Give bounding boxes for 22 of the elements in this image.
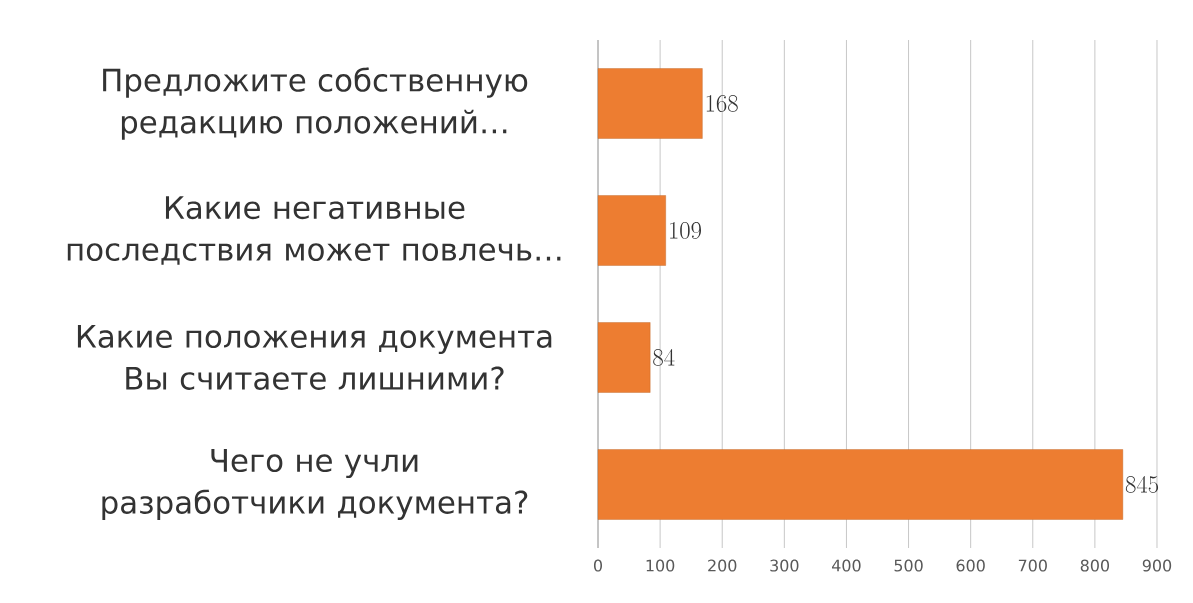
x-tick-label: 400 — [832, 559, 861, 572]
y-tick-label: Предложите собственную редакцию положений… — [103, 67, 528, 140]
data-label: 84 — [653, 348, 675, 366]
x-tick-label: 100 — [646, 559, 675, 572]
x-tick-label: 0 — [593, 559, 603, 572]
x-tick-label: 600 — [956, 559, 985, 572]
bar — [597, 68, 703, 139]
data-label: 845 — [1125, 475, 1159, 493]
x-tick-label: 900 — [1142, 559, 1172, 572]
x-tick-label: 500 — [894, 559, 923, 572]
data-label: 168 — [706, 95, 738, 112]
x-tick-label: 300 — [770, 559, 799, 572]
x-tick-label: 200 — [708, 559, 737, 572]
x-tick-label: 700 — [1018, 559, 1047, 572]
bar — [597, 195, 666, 266]
bar — [597, 449, 1124, 520]
x-tick-label: 800 — [1080, 559, 1110, 572]
data-label: 109 — [670, 222, 702, 239]
y-tick-label: Чего не учли разработчики документа? — [102, 449, 528, 520]
y-tick-label: Какие негативные последствия может повлечь… — [67, 196, 561, 265]
y-tick-label: Какие положения документа Вы считаете лишними? — [77, 325, 552, 390]
bar — [597, 322, 651, 393]
